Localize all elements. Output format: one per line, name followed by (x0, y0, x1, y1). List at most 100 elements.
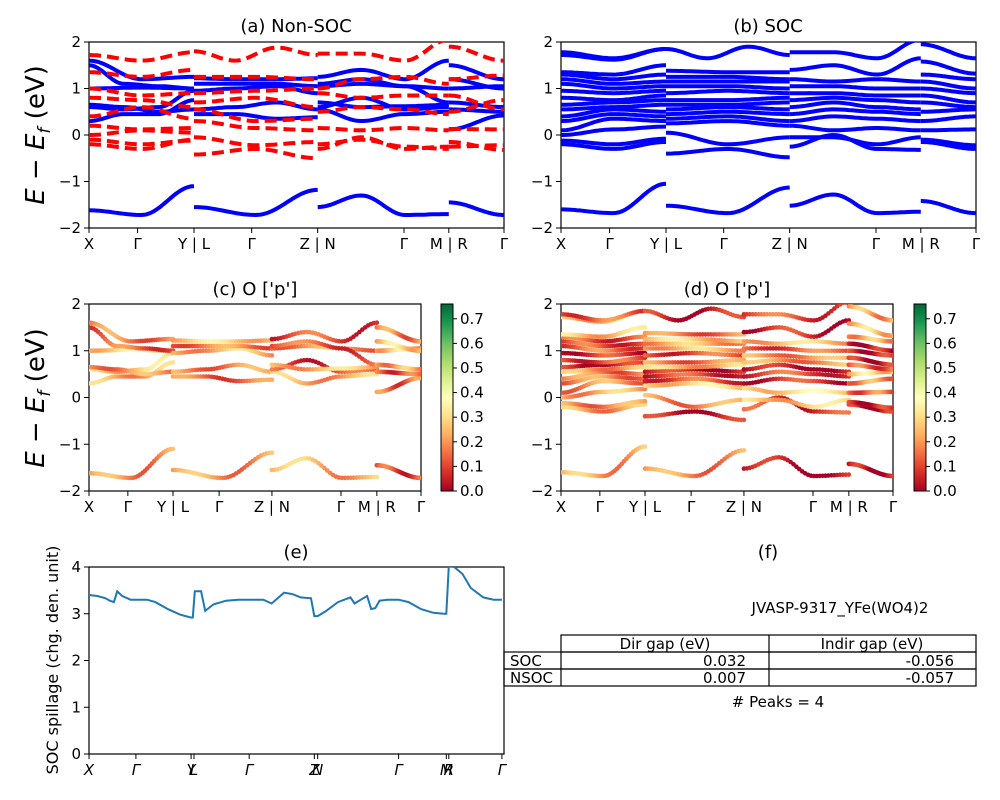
band-line-bands (789, 123, 921, 133)
colorbar-tick-label-c: 0.3 (460, 408, 484, 426)
ytick-label-d: 0 (543, 389, 553, 407)
axes-frame-c (88, 303, 422, 492)
panel-c-ylabel: E − Ef (eV) (21, 328, 55, 468)
colorbar-tick-label-d: 0.3 (933, 408, 957, 426)
colorbar-tick-label-d: 0.4 (933, 384, 957, 402)
projected-point (890, 405, 893, 411)
plot-area-b (561, 42, 976, 216)
band-line-bands (666, 105, 790, 112)
table-row-nsoc (503, 668, 977, 687)
band-line-bands (920, 72, 976, 82)
band-line-bands (561, 81, 666, 91)
band-line-bands (666, 109, 790, 117)
band-line-spin-down (317, 137, 449, 151)
panel-f-gap-table: JVASP-9317_YFe(WO4)2 Dir gap (eV) Indir … (503, 599, 977, 711)
band-line-bands (561, 112, 666, 124)
xtick-label-e: Y (187, 761, 198, 779)
band-line-bands (561, 136, 667, 147)
band-line-bands (666, 146, 790, 160)
plot-area-a (89, 42, 504, 218)
panel-e-ylabel: SOC spillage (chg. den. unit) (43, 546, 62, 775)
band-line-bands (920, 42, 976, 61)
band-line-bands (561, 77, 666, 86)
band-line-bands (561, 63, 666, 77)
axes-frame-d (560, 303, 894, 492)
projected-point (741, 448, 747, 453)
panel-a-nonsoc-bands: −2 −1 0 1 2 X Γ Y | L Γ Z | N Γ M | R Γ (59, 33, 509, 253)
band-line-bands (666, 114, 790, 124)
band-line-spin-down (194, 74, 318, 82)
colorbar-tick-label-d: 0.7 (933, 310, 957, 328)
axes-frame-b (560, 41, 977, 229)
band-line-bands (789, 114, 921, 124)
colorbar-tick-label-c: 0.6 (460, 334, 484, 352)
band-line-spin-down (89, 137, 194, 151)
band-line-spin-down (317, 126, 449, 133)
ytick-label-b: 2 (543, 33, 553, 51)
xtick-label-b: Y | L (649, 235, 683, 253)
panel-c-title: (c) O ['p'] (213, 279, 298, 300)
projected-point (890, 376, 893, 382)
projected-point (847, 299, 852, 304)
colorbar-tick-label-d: 0.0 (933, 482, 957, 500)
xtick-label-e: R (444, 761, 454, 779)
projected-point (374, 320, 380, 326)
colorbar-d (913, 303, 927, 492)
xtick-label-c: Γ (417, 498, 426, 516)
band-line-spin-up (89, 184, 195, 217)
ytick-label-a: 1 (71, 80, 81, 98)
band-line-bands (920, 86, 976, 96)
band-line-bands (789, 107, 921, 117)
projected-point (418, 475, 421, 481)
xtick-label-b: Γ (720, 235, 729, 253)
xtick-label-e: N (312, 761, 323, 779)
panel-e-title: (e) (283, 542, 308, 563)
band-line-spin-down (448, 143, 504, 149)
band-line-spin-down (89, 128, 194, 137)
projected-point (418, 339, 421, 344)
band-line-spin-down (317, 74, 449, 91)
band-line-bands (920, 100, 976, 110)
xtick-label-d: M | R (830, 498, 868, 516)
panel-a-ylabel: E − Ef (eV) (21, 65, 55, 205)
projected-point (844, 304, 848, 305)
colorbar-tick-label-d: 0.1 (933, 457, 957, 475)
projected-point (890, 362, 893, 368)
band-line-spin-down (448, 44, 504, 63)
band-line-bands (561, 47, 666, 61)
band-line-bands (561, 93, 666, 103)
table-row-label-nsoc: NSOC (510, 669, 553, 687)
band-line-spin-up (89, 58, 194, 82)
xtick-label-e: X (83, 761, 95, 779)
xtick-label-d: X (556, 498, 566, 516)
band-line-spin-down (317, 91, 449, 100)
xtick-label-e: M (440, 761, 453, 779)
ytick-label-d: 1 (543, 342, 553, 360)
colorbar-tick-label-c: 0.4 (460, 384, 484, 402)
ytick-label-a: 2 (71, 33, 81, 51)
band-line-spin-down (194, 119, 318, 133)
colorbar-tick-label-c: 0.7 (460, 310, 484, 328)
projected-point (418, 375, 421, 381)
band-line-spin-down (193, 107, 318, 124)
xtick-label-b: Γ (872, 235, 881, 253)
band-line-bands (789, 77, 921, 84)
projected-point (418, 348, 421, 354)
xtick-label-c: Z | N (254, 498, 290, 516)
colorbar-tick-label-d: 0.5 (933, 359, 957, 377)
band-line-bands (666, 130, 790, 147)
band-line-spin-down (448, 73, 504, 82)
band-line-spin-down (448, 93, 504, 112)
projected-point (890, 333, 893, 339)
xtick-label-c: M | R (358, 498, 396, 516)
xtick-label-a: Γ (500, 235, 509, 253)
projected-point (374, 474, 380, 480)
xtick-label-b: X (556, 235, 566, 253)
projected-point (741, 417, 747, 423)
projected-point (846, 472, 852, 477)
xtick-label-d: Γ (809, 498, 818, 516)
xtick-label-b: Z | N (772, 235, 808, 253)
xtick-label-e: Z (308, 761, 320, 779)
band-line-bands (920, 127, 976, 133)
